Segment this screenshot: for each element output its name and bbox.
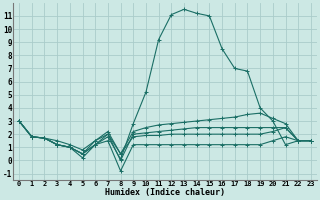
X-axis label: Humidex (Indice chaleur): Humidex (Indice chaleur) xyxy=(105,188,225,197)
